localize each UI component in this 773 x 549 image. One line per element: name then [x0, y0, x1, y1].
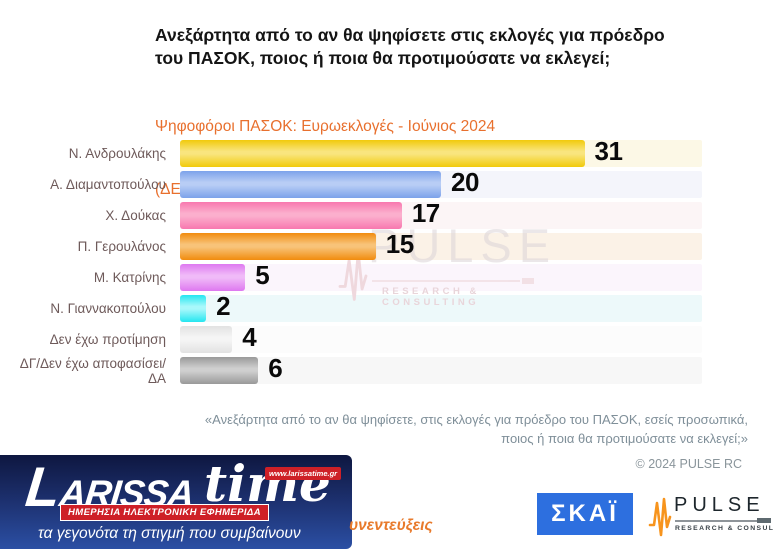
- chart-row: Ν. Γιαννακοπούλου 2: [50, 291, 702, 326]
- bar: [180, 233, 376, 260]
- category-label: Δεν έχω προτίμηση: [49, 332, 166, 347]
- bar: [180, 202, 402, 229]
- pulse-logo-rule: [675, 517, 771, 523]
- larissa-tagline: τα γεγονότα τη στιγμή που συμβαίνουν: [38, 525, 301, 542]
- source-question-quote: «Ανεξάρτητα από το αν θα ψηφίσετε, στις …: [108, 411, 748, 448]
- value-label: 31: [594, 136, 623, 166]
- pulse-heartbeat-icon: [338, 251, 368, 301]
- value-label: 2: [216, 291, 231, 321]
- chart-row: Ν. Ανδρουλάκης 31: [69, 136, 702, 171]
- bar: [180, 264, 246, 291]
- category-label: Ν. Ανδρουλάκης: [68, 146, 166, 161]
- watermark-tagline: RESEARCH & CONSULTING: [382, 286, 480, 308]
- row-track: 6: [180, 353, 702, 384]
- copyright-text: © 2024 PULSE RC: [635, 457, 742, 471]
- quote-line-2: ποιος ή ποια θα προτιμούσατε να εκλεγεί;…: [501, 430, 748, 446]
- bar: [180, 171, 441, 198]
- larissa-url-badge: www.larissatime.gr: [265, 467, 342, 480]
- subtitle-audience: Ψηφοφόροι ΠΑΣΟΚ: Ευρωεκλογές - Ιούνιος 2…: [155, 118, 496, 135]
- pulse-logo-rule-block: [757, 517, 771, 523]
- value-label: 17: [411, 198, 440, 228]
- row-track: 2: [180, 291, 702, 322]
- bar: [180, 140, 585, 167]
- value-label: 20: [451, 167, 479, 197]
- row-track: 31: [180, 136, 702, 167]
- value-label: 15: [385, 229, 414, 259]
- row-track: 5: [180, 260, 702, 291]
- skai-logo-label: ΣΚΑΪ: [551, 500, 619, 527]
- partial-methodology-text: υνεντεύξεις: [349, 517, 433, 534]
- category-label: Ν. Γιαννακοπούλου: [50, 301, 166, 316]
- plot-area: Ν. Ανδρουλάκης 31 Α. Διαμαντοπούλου 20 Χ…: [20, 136, 702, 390]
- bar: [180, 326, 233, 353]
- larissa-time-wordmark: time: [204, 454, 331, 513]
- chart-row: Χ. Δούκας 17: [105, 198, 702, 233]
- pulse-logo-brand: PULSE: [674, 494, 765, 516]
- chart-row: Δεν έχω προτίμηση 4: [50, 322, 702, 357]
- chart-row: Π. Γερουλάνος 15: [78, 229, 702, 264]
- category-label: Χ. Δούκας: [105, 208, 166, 223]
- category-label: ΔΓ/Δεν έχω αποφασίσει/ΔΑ: [19, 355, 166, 386]
- chart-row: Μ. Κατρίνης 5: [94, 260, 702, 295]
- pulse-logo: PULSE RESEARCH & CONSULTING: [645, 494, 773, 540]
- chart-row: Α. Διαμαντοπούλου 20: [50, 167, 702, 202]
- category-label: Π. Γερουλάνος: [77, 239, 166, 254]
- page-title: Ανεξάρτητα από το αν θα ψηφίσετε στις εκ…: [155, 24, 665, 70]
- skai-logo: ΣΚΑΪ: [537, 493, 633, 535]
- watermark-rule: [372, 278, 534, 284]
- row-track: 4: [180, 322, 702, 353]
- larissatime-logo: LARISSA time www.larissatime.gr ΗΜΕΡΗΣΙΑ…: [0, 455, 352, 549]
- bar: [180, 295, 207, 322]
- value-label: 5: [255, 260, 270, 290]
- bar: [180, 357, 259, 384]
- chart-row: ΔΓ/Δεν έχω αποφασίσει/ΔΑ 6: [20, 353, 702, 388]
- title-line-1: Ανεξάρτητα από το αν θα ψηφίσετε στις εκ…: [155, 25, 665, 45]
- larissa-strip-text: ΗΜΕΡΗΣΙΑ ΗΛΕΚΤΡΟΝΙΚΗ ΕΦΗΜΕΡΙΔΑ: [60, 504, 269, 521]
- quote-line-1: «Ανεξάρτητα από το αν θα ψηφίσετε, στις …: [204, 412, 748, 427]
- pulse-logo-tagline: RESEARCH & CONSULTING: [675, 525, 773, 532]
- category-label: Α. Διαμαντοπούλου: [50, 177, 166, 192]
- title-line-2: του ΠΑΣΟΚ, ποιος ή ποια θα προτιμούσατε …: [155, 48, 611, 68]
- value-label: 6: [268, 353, 283, 383]
- row-track: 15: [180, 229, 702, 260]
- category-label: Μ. Κατρίνης: [93, 270, 166, 285]
- row-track: 17: [180, 198, 702, 229]
- row-track: 20: [180, 167, 702, 198]
- value-label: 4: [242, 322, 257, 352]
- pulse-logo-heartbeat-icon: [648, 497, 672, 537]
- watermark-rule-block: [522, 278, 534, 284]
